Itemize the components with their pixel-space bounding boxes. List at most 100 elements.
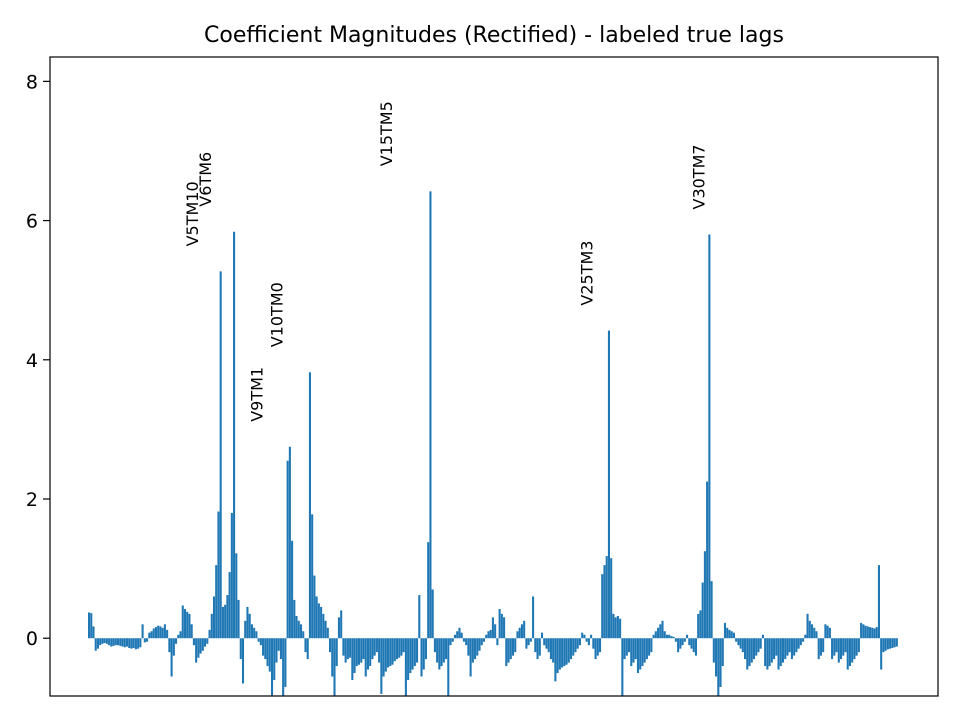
bar (822, 638, 825, 653)
bar (166, 629, 169, 639)
bar (315, 596, 318, 639)
bar (206, 638, 209, 644)
bar (529, 638, 532, 642)
bar (101, 638, 104, 644)
bar (648, 638, 651, 656)
bar (645, 638, 648, 660)
bar (387, 638, 390, 668)
bar (639, 638, 642, 670)
bar (835, 638, 838, 653)
bar (453, 634, 457, 639)
bar (132, 638, 135, 648)
bar (507, 638, 510, 663)
bar (268, 638, 271, 672)
bar (585, 638, 588, 642)
bar (266, 638, 269, 667)
bar (125, 638, 129, 647)
bar (842, 638, 845, 656)
bar (172, 638, 175, 656)
bar (375, 638, 378, 653)
bar (728, 629, 731, 639)
bar (190, 624, 193, 639)
bar (175, 638, 178, 644)
bar (371, 638, 374, 660)
bar (337, 617, 340, 639)
bar (427, 542, 430, 639)
bar (543, 638, 546, 646)
bar (828, 627, 831, 639)
bar (445, 638, 448, 660)
bar (90, 613, 93, 639)
bar (572, 638, 575, 656)
bar (279, 638, 282, 660)
bar (581, 632, 584, 639)
bar (378, 638, 381, 663)
bar (802, 638, 805, 642)
bar (880, 638, 883, 670)
bar (837, 638, 840, 663)
bar (692, 638, 695, 653)
bar (755, 638, 758, 656)
bar (721, 638, 724, 667)
bar (306, 638, 309, 660)
bar (538, 638, 541, 656)
bar (351, 638, 354, 680)
bar (509, 638, 512, 660)
bar (612, 613, 615, 639)
bar (868, 627, 872, 639)
bar (701, 582, 704, 639)
bar (871, 627, 874, 639)
bar (219, 271, 222, 639)
bar (520, 624, 523, 639)
bar (657, 627, 660, 639)
bar (230, 512, 233, 639)
bar (489, 629, 492, 639)
bar (460, 632, 463, 639)
lag-annotation: V6TM6 (196, 152, 215, 207)
bar (866, 626, 869, 639)
bar (594, 638, 597, 660)
bar (578, 638, 581, 646)
bar (373, 638, 376, 656)
bar (400, 638, 403, 656)
bar (326, 627, 329, 639)
bar (583, 634, 586, 639)
bar (851, 638, 854, 663)
bar (668, 634, 671, 639)
bar (848, 638, 851, 667)
bar (159, 626, 162, 639)
bar (590, 634, 593, 639)
bar (108, 638, 111, 646)
bar (677, 638, 680, 653)
bar (690, 638, 693, 649)
bar (748, 638, 751, 667)
bar (882, 638, 885, 653)
bar (773, 638, 776, 660)
bar (552, 638, 555, 663)
bar (784, 638, 787, 660)
bar (759, 638, 762, 649)
bar (335, 638, 338, 667)
bar (150, 631, 153, 639)
bar (746, 638, 749, 670)
bar (697, 613, 700, 639)
bar (688, 638, 691, 646)
y-tick-label: 2 (26, 489, 38, 511)
y-tick-label: 8 (26, 71, 38, 93)
bar (416, 638, 419, 663)
bar (487, 631, 490, 639)
bar (429, 191, 432, 639)
bar (494, 624, 497, 639)
bar (833, 638, 836, 656)
bar (527, 638, 530, 646)
bar (670, 636, 673, 639)
bar (554, 638, 557, 682)
bar (603, 565, 606, 639)
bar (349, 638, 352, 658)
bar (235, 553, 238, 639)
bar (141, 624, 144, 639)
bar (813, 627, 816, 639)
bar (241, 638, 245, 684)
bar (804, 634, 807, 639)
